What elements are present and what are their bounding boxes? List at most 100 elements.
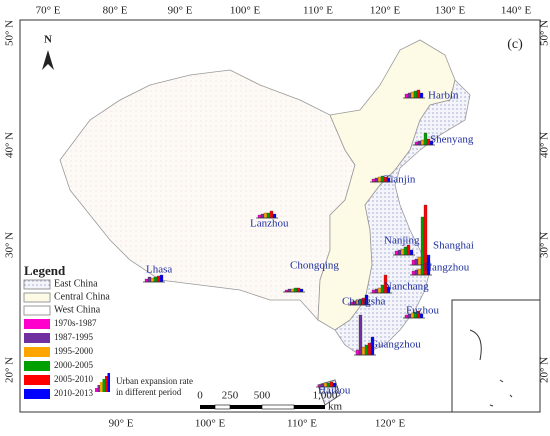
inset-islands [469, 329, 513, 407]
legend-label: 2010-2013 [54, 388, 93, 398]
scale-bar-seg [261, 404, 295, 410]
lat-label: 20° N [4, 357, 16, 383]
lat-label: 40° N [539, 132, 550, 158]
expansion-bar [397, 249, 402, 256]
expansion-bar [153, 276, 158, 283]
expansion-bar [150, 277, 155, 283]
lon-label: 70° E [36, 5, 61, 17]
city-label: Tianjin [384, 174, 416, 186]
lon-label: 120° E [375, 418, 406, 430]
expansion-bar [159, 274, 164, 283]
expansion-bar [374, 177, 379, 183]
city-label: Hangzhou [424, 262, 470, 274]
city-label: Shanghai [433, 240, 474, 252]
legend-label: Central China [54, 291, 110, 302]
lat-label: 30° N [4, 232, 16, 258]
legend-label: 2005-2010 [54, 374, 93, 384]
city-label: Nanchang [384, 281, 429, 293]
expansion-bar [403, 246, 408, 256]
expansion-bar [371, 178, 376, 183]
expansion-bar [400, 248, 405, 256]
city-label: Guangzhou [370, 339, 421, 351]
north-label: N [44, 34, 52, 46]
panel-label: (c) [507, 37, 523, 52]
scale-label: 0 [197, 390, 203, 402]
legend-swatch [24, 361, 50, 371]
lon-label: 100° E [195, 418, 226, 430]
scale-label: 250 [222, 390, 239, 402]
north-arrow [42, 50, 54, 70]
expansion-bar [410, 91, 415, 99]
lat-label: 50° N [4, 20, 16, 46]
expansion-bar [361, 346, 366, 356]
expansion-bar [413, 90, 418, 99]
expansion-bar [377, 176, 382, 183]
expansion-bar [420, 216, 425, 266]
legend-swatch [24, 333, 50, 343]
legend-icon-bar [100, 382, 103, 392]
lon-label: 120° E [370, 5, 401, 17]
expansion-bar [417, 256, 422, 266]
lon-label: 90° E [109, 418, 134, 430]
legend-label: 1970s-1987 [54, 318, 97, 328]
expansion-bar [358, 314, 363, 356]
expansion-bar [419, 92, 424, 99]
lat-label: 40° N [4, 132, 16, 158]
expansion-bar [290, 288, 295, 293]
expansion-bar [409, 249, 414, 256]
lat-label: 50° N [539, 20, 550, 46]
lon-label: 130° E [435, 5, 466, 17]
legend-swatch [23, 305, 51, 316]
legend-swatch [23, 279, 51, 290]
city-label: Lhasa [146, 264, 172, 276]
legend-swatch [24, 319, 50, 329]
legend-icon-bar [105, 376, 108, 392]
lat-label: 30° N [539, 232, 550, 258]
expansion-bar [414, 258, 419, 266]
expansion-bar [414, 269, 419, 276]
legend-label: 1995-2000 [54, 346, 93, 356]
legend-label: 2000-2005 [54, 360, 93, 370]
lon-label: 100° E [230, 5, 261, 17]
scale-label: 1,000 [313, 390, 338, 402]
expansion-bar [355, 349, 360, 356]
scale-bar-seg [214, 404, 231, 410]
expansion-bar [364, 344, 369, 356]
lon-label: 90° E [168, 5, 193, 17]
expansion-bar [156, 275, 161, 283]
expansion-bar [404, 93, 409, 99]
legend-note: in different period [116, 387, 182, 397]
expansion-bar [287, 288, 292, 293]
expansion-bar [417, 268, 422, 276]
legend-swatch [24, 347, 50, 357]
expansion-bar [423, 204, 428, 266]
expansion-bar [411, 270, 416, 276]
legend-label: West China [54, 304, 101, 315]
expansion-bar [293, 287, 298, 293]
expansion-bar [394, 250, 399, 256]
lon-label: 80° E [103, 5, 128, 17]
legend-label: 1987-1995 [54, 332, 93, 342]
legend-label: East China [54, 278, 98, 289]
lon-label: 140° E [501, 5, 532, 17]
legend-icon-bar [102, 379, 105, 392]
expansion-bar [420, 139, 425, 146]
inset-frame [451, 299, 541, 413]
legend-swatch [24, 375, 50, 385]
legend-swatch [23, 292, 51, 303]
legend-note: Urban expansion rate [116, 376, 193, 386]
legend-swatch [24, 389, 50, 399]
legend-icon-bar [107, 373, 110, 392]
city-label: Lanzhou [250, 218, 289, 230]
expansion-bar [414, 141, 419, 146]
city-label: Nanjing [384, 235, 420, 247]
lat-label: 20° N [539, 357, 550, 383]
expansion-bar [417, 140, 422, 146]
expansion-bar [374, 288, 379, 294]
lon-label: 110° E [287, 418, 317, 430]
expansion-bar [423, 132, 428, 146]
expansion-bar [416, 89, 421, 99]
expansion-bar [147, 276, 152, 283]
city-label: Chongqing [290, 260, 339, 272]
